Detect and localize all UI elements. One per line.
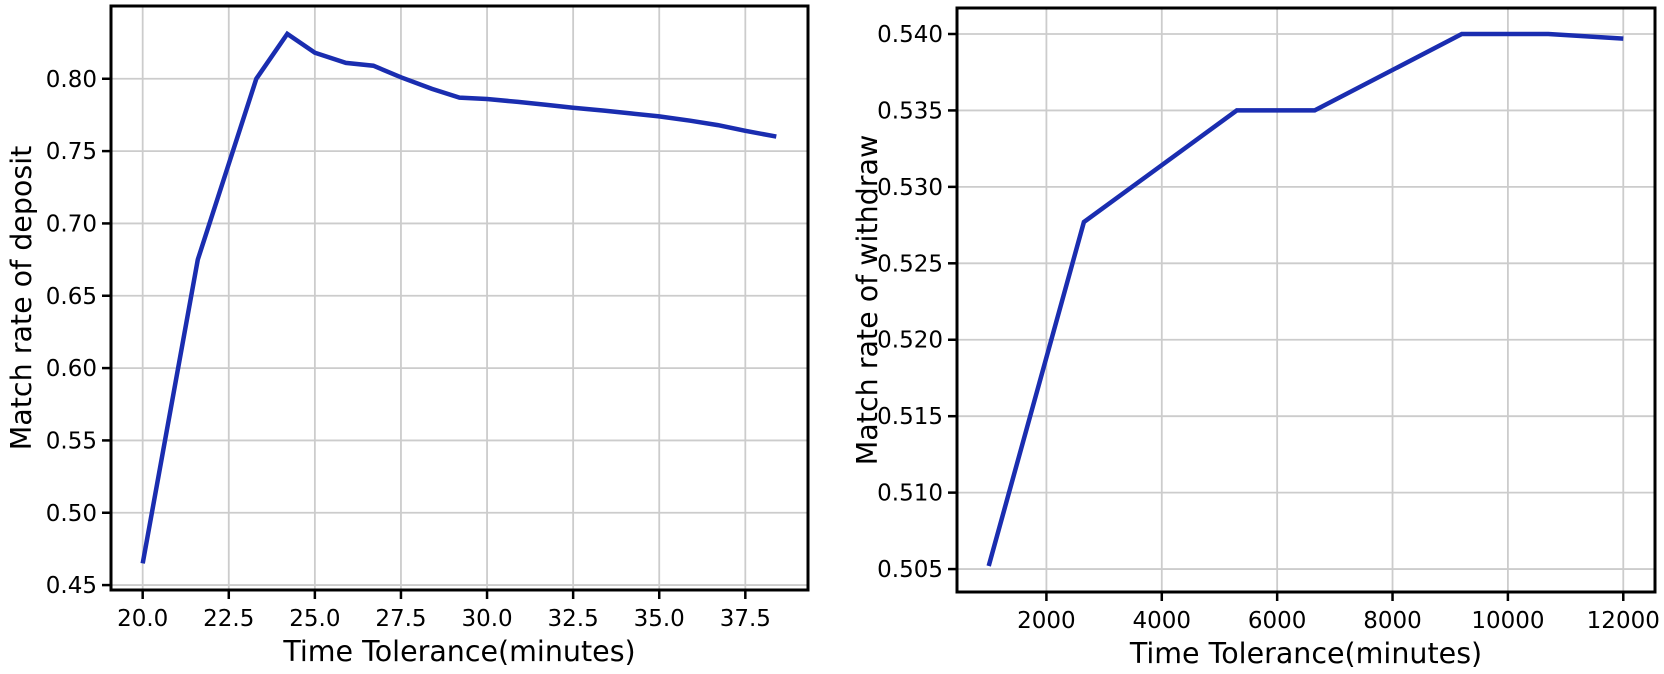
x-tick-label: 8000 xyxy=(1363,608,1422,634)
y-tick-label: 0.50 xyxy=(46,501,97,527)
x-tick-label: 22.5 xyxy=(203,606,254,632)
y-tick-label: 0.520 xyxy=(877,328,943,354)
x-tick-label: 32.5 xyxy=(548,606,599,632)
x-axis-label: Time Tolerance(minutes) xyxy=(282,635,635,668)
series-line-deposit xyxy=(140,30,777,564)
plot-border xyxy=(109,4,810,592)
y-axis-label: Match rate of withdraw xyxy=(851,135,884,466)
series-line-withdraw xyxy=(986,31,1624,567)
y-tick-label: 0.75 xyxy=(46,139,97,165)
x-tick-label: 2000 xyxy=(1017,608,1076,634)
x-tick-label: 6000 xyxy=(1248,608,1307,634)
x-tick-label: 37.5 xyxy=(720,606,771,632)
deposit-subplot: 20.0 22.5 25.0 27.5 30.0 32.5 35.0 37.5 0.45 0.50… xyxy=(5,4,810,668)
x-tick-label: 25.0 xyxy=(289,606,340,632)
y-tick-label: 0.510 xyxy=(877,481,943,507)
y-tick-label: 0.80 xyxy=(46,67,97,93)
y-tick-label: 0.530 xyxy=(877,175,943,201)
x-tick-label: 35.0 xyxy=(634,606,685,632)
x-tick-label: 20.0 xyxy=(117,606,168,632)
y-tick-label: 0.535 xyxy=(877,98,943,124)
withdraw-chart: 2000 4000 6000 8000 10000 12000 0.505 0.510 0.51… xyxy=(851,6,1660,670)
y-tick-label: 0.70 xyxy=(46,211,97,237)
x-tick-label: 30.0 xyxy=(461,606,512,632)
y-tick-label: 0.60 xyxy=(46,356,97,382)
x-axis-label: Time Tolerance(minutes) xyxy=(1129,637,1482,670)
x-tick-label: 12000 xyxy=(1587,608,1660,634)
y-axis-label: Match rate of deposit xyxy=(5,146,38,451)
plot-border xyxy=(955,6,1657,594)
y-tick-label: 0.525 xyxy=(877,251,943,277)
x-tick-label: 27.5 xyxy=(375,606,426,632)
withdraw-subplot: 2000 4000 6000 8000 10000 12000 0.505 0.510 0.51… xyxy=(832,0,1664,674)
y-tick-label: 0.55 xyxy=(46,428,97,454)
x-tick-label: 10000 xyxy=(1471,608,1544,634)
y-tick-label: 0.540 xyxy=(877,22,943,48)
x-tick-label: 4000 xyxy=(1133,608,1192,634)
y-tick-label: 0.515 xyxy=(877,404,943,430)
deposit-chart: 20.0 22.5 25.0 27.5 30.0 32.5 35.0 37.5 0.45 0.50… xyxy=(5,4,810,668)
y-tick-label: 0.505 xyxy=(877,557,943,583)
y-tick-label: 0.65 xyxy=(46,284,97,310)
y-tick-label: 0.45 xyxy=(46,573,97,599)
